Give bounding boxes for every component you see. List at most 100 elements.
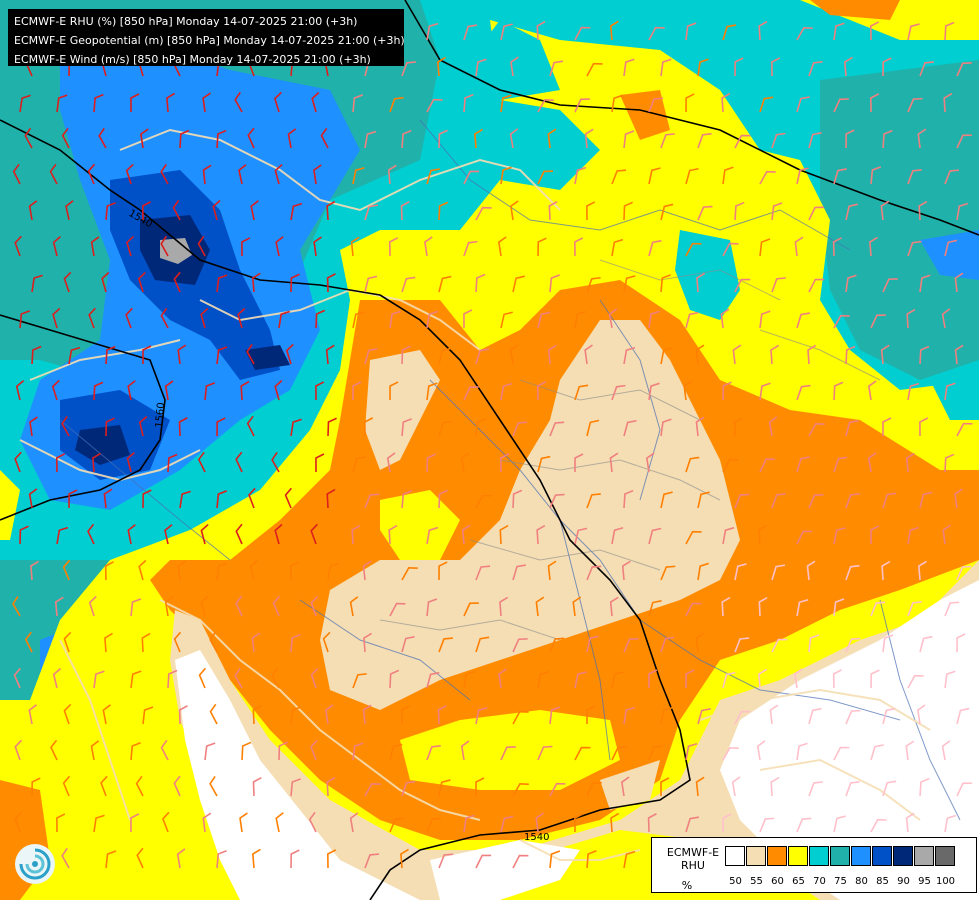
wind-barb <box>326 200 336 221</box>
wind-barb <box>164 380 174 401</box>
wind-barb <box>660 274 671 293</box>
wind-barb <box>870 744 884 761</box>
wind-barb <box>352 381 362 401</box>
wind-barb <box>808 634 820 653</box>
wind-barb <box>907 674 924 689</box>
wind-barb <box>30 560 39 581</box>
wind-barb <box>49 163 58 185</box>
wind-barb <box>574 671 587 689</box>
wind-barb <box>141 201 152 221</box>
wind-barb <box>326 273 336 293</box>
wind-barb <box>845 493 860 509</box>
wind-barb <box>512 489 523 509</box>
wind-barb <box>179 129 190 149</box>
wind-barb <box>426 453 436 473</box>
wind-barb <box>426 745 441 761</box>
wind-barb <box>808 707 822 725</box>
contour-label-1560: 1560 <box>154 402 167 428</box>
wind-barb <box>574 166 587 185</box>
wind-barb <box>870 601 886 617</box>
wind-barb <box>549 274 561 293</box>
wind-barb <box>167 669 178 689</box>
wind-barb <box>660 707 673 725</box>
wind-barb <box>90 236 100 257</box>
wind-barb <box>574 98 590 113</box>
wind-barb <box>173 775 181 797</box>
wind-barb <box>944 670 956 689</box>
wind-barb <box>586 782 602 797</box>
wind-barb <box>956 782 972 797</box>
wind-barb <box>796 598 809 617</box>
wind-barb <box>867 452 877 473</box>
wind-barb <box>536 20 546 41</box>
wind-barb <box>734 493 750 509</box>
wind-barb <box>31 777 41 797</box>
wind-barb <box>14 739 23 761</box>
legend-swatch <box>746 846 766 866</box>
wind-barb <box>609 20 619 41</box>
wind-barb <box>87 163 96 185</box>
wind-barb <box>252 777 262 797</box>
wind-barb <box>320 127 329 149</box>
wind-barb <box>29 416 38 437</box>
wind-barb <box>870 314 886 329</box>
wind-barb <box>954 344 964 365</box>
wind-barb <box>138 416 148 437</box>
wind-barb <box>497 236 507 257</box>
wind-barb <box>685 167 699 185</box>
wind-barb <box>660 347 673 365</box>
wind-barb <box>574 237 584 257</box>
wind-barb <box>547 560 557 581</box>
wind-barb <box>500 311 513 329</box>
title-line-rhu: ECMWF-E RHU (%) [850 hPa] Monday 14-07-2… <box>14 15 358 28</box>
wind-barb <box>126 451 135 473</box>
wind-barb <box>130 670 142 689</box>
wind-barb <box>796 456 810 473</box>
wind-barb <box>907 97 923 113</box>
wind-barb <box>460 452 470 473</box>
wind-barb <box>142 706 154 725</box>
wind-barb <box>611 671 624 689</box>
wind-barb <box>212 199 221 221</box>
ecmwf-logo-icon <box>15 844 55 884</box>
wind-barb <box>88 595 97 617</box>
wind-barb <box>845 203 858 221</box>
wind-barb <box>251 848 261 869</box>
wind-barb <box>722 813 732 833</box>
wind-barb <box>586 849 597 869</box>
wind-barb <box>870 525 880 545</box>
wind-barb <box>845 709 861 725</box>
wind-barb <box>720 308 730 329</box>
wind-barb <box>916 704 926 725</box>
wind-barb <box>61 847 70 869</box>
wind-barb <box>833 746 850 761</box>
wind-barb <box>352 94 364 113</box>
wind-barb <box>290 849 300 869</box>
wind-barb <box>759 96 774 113</box>
wind-barb <box>401 780 416 797</box>
wind-barb <box>426 98 443 113</box>
wind-barb <box>512 854 529 869</box>
wind-barb <box>285 343 294 365</box>
wind-barb <box>93 670 105 689</box>
wind-barb <box>500 382 513 401</box>
legend-swatch <box>893 846 913 866</box>
wind-barb <box>535 596 545 617</box>
wind-barb <box>93 814 105 833</box>
wind-barb <box>327 849 337 869</box>
legend-model: ECMWF-E <box>666 846 720 859</box>
wind-barb <box>401 276 416 293</box>
wind-barb <box>796 742 808 761</box>
wind-barb <box>919 777 930 797</box>
wind-barb <box>200 595 209 617</box>
wind-barb <box>141 632 151 653</box>
wind-barb <box>905 812 915 833</box>
wind-barb <box>54 596 64 617</box>
wind-barb <box>216 346 228 365</box>
wind-barb <box>549 850 561 869</box>
wind-barb <box>364 853 379 869</box>
wind-barb <box>93 381 104 401</box>
wind-barb <box>685 530 702 545</box>
wind-barb <box>104 561 114 581</box>
wind-barb <box>759 817 775 833</box>
